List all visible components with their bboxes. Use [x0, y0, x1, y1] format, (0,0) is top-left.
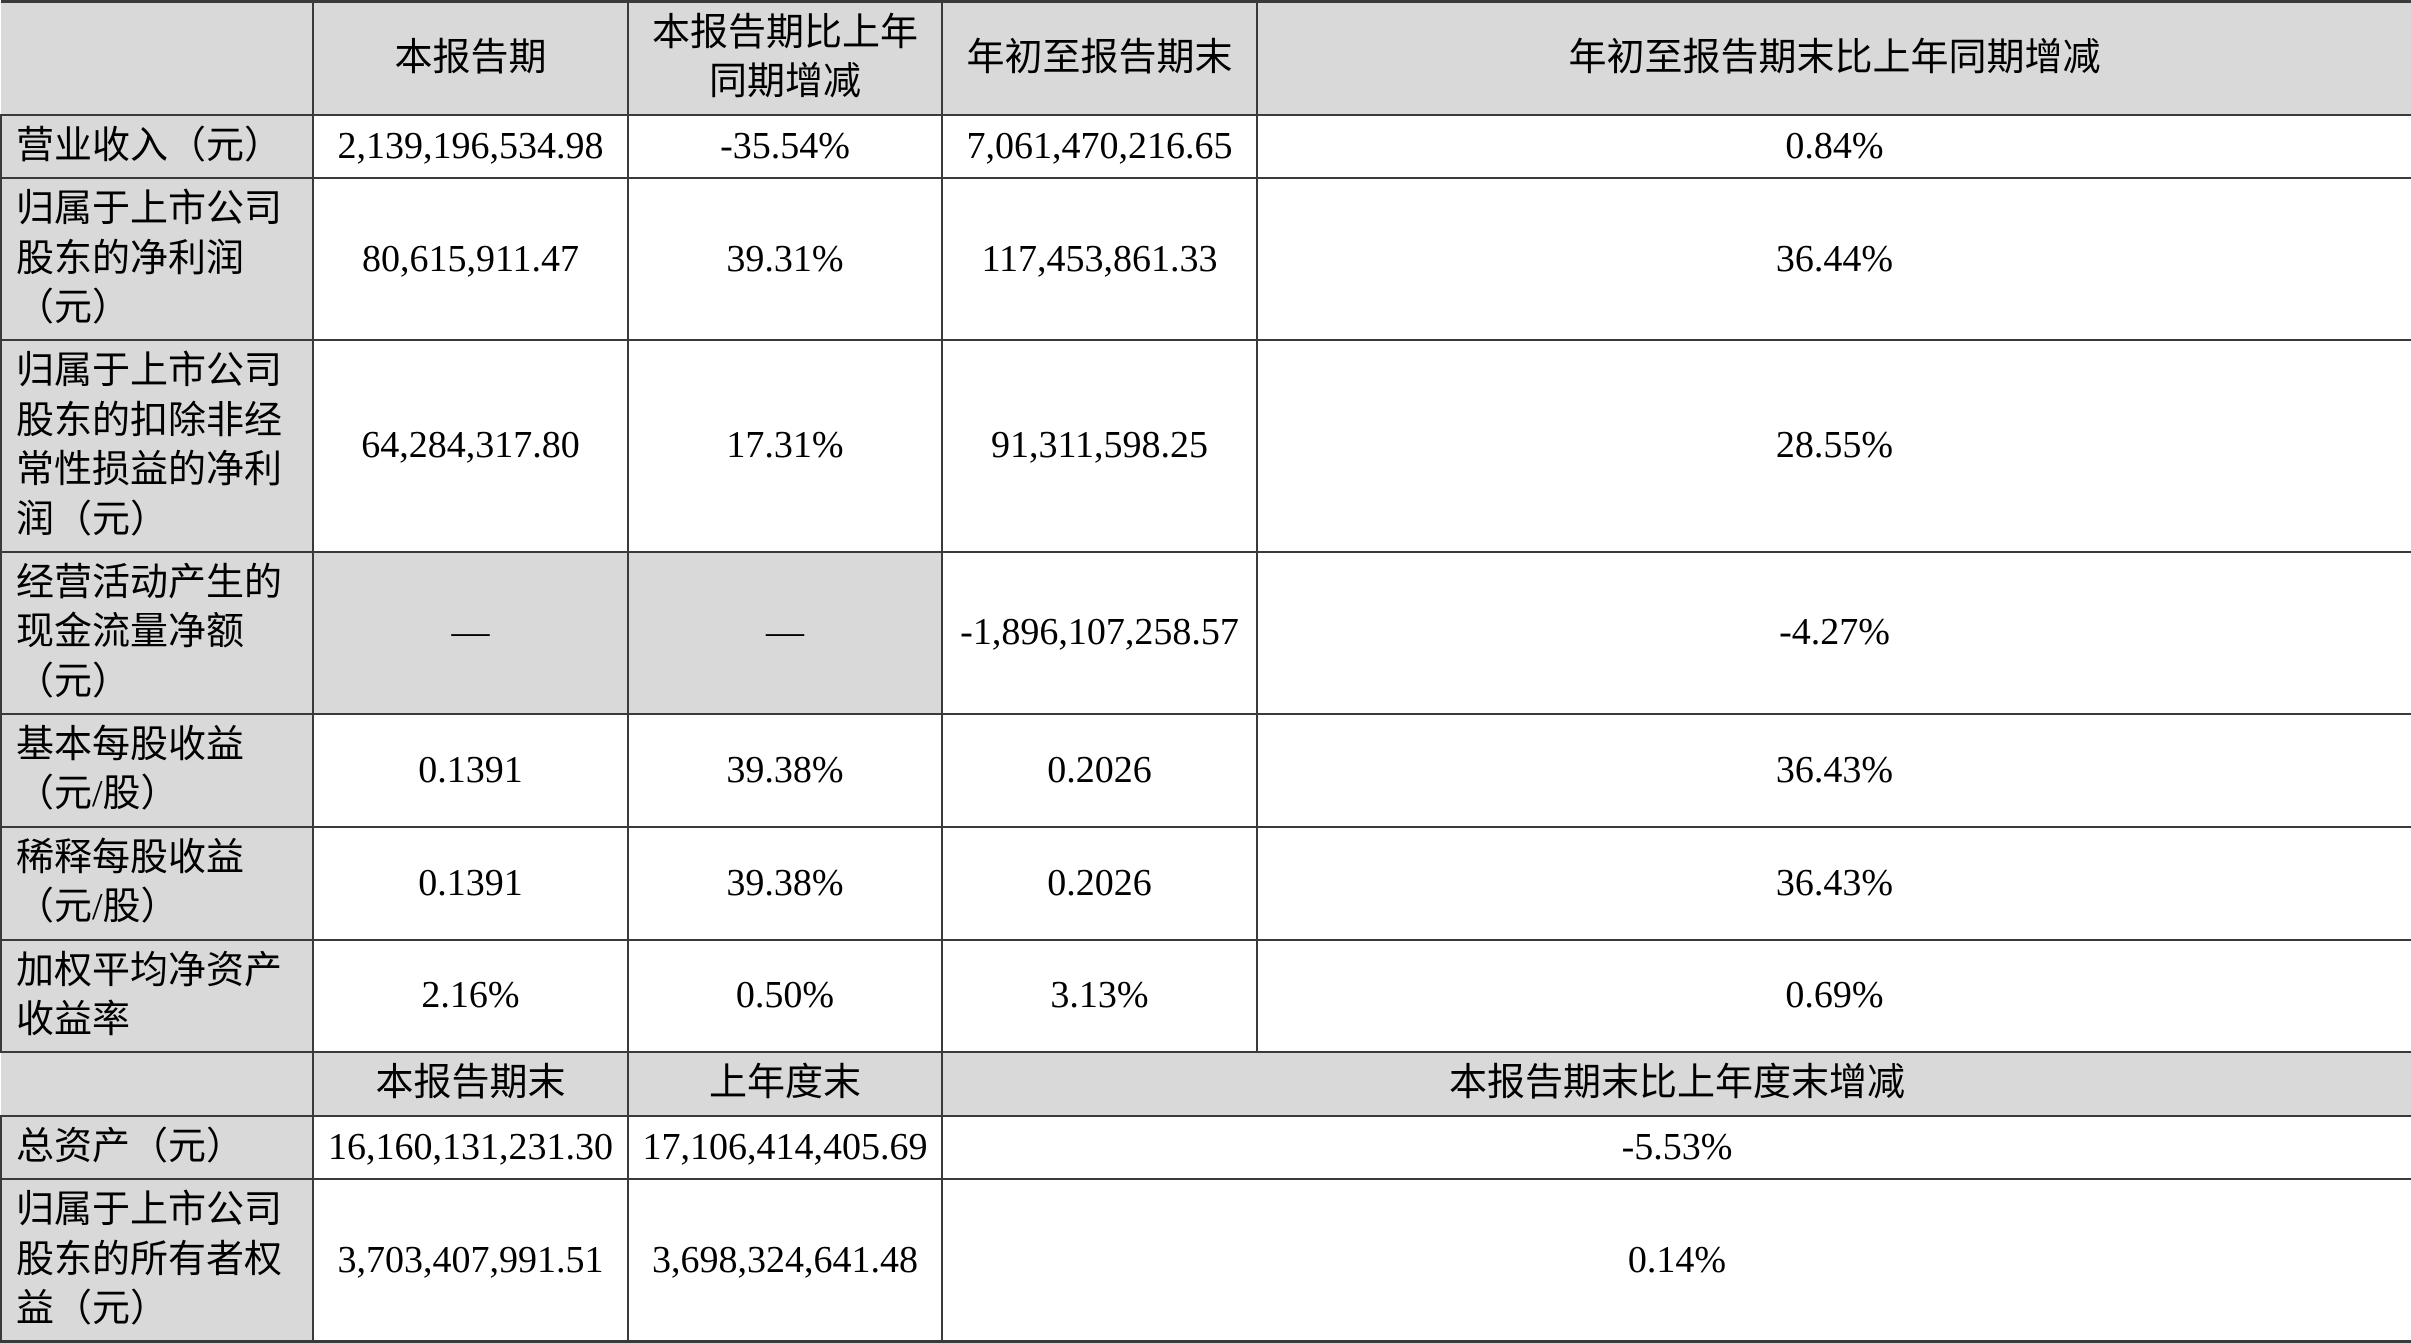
- cell-net-profit-ytd: 117,453,861.33: [941, 177, 1258, 342]
- cell-basic-eps-ytd: 0.2026: [941, 713, 1258, 828]
- cell-diluted-eps-ytd: 0.2026: [941, 825, 1258, 941]
- cell-operating-cash-flow-current-yoy: —: [627, 550, 943, 716]
- header-corner-cell: [1, 0, 314, 116]
- cell-operating-cash-flow-current: —: [312, 550, 629, 716]
- column-header-prior-year-end: 上年度末: [627, 1051, 943, 1117]
- cell-weighted-roe-current: 2.16%: [312, 938, 629, 1054]
- cell-equity-period-end: 3,703,407,991.51: [312, 1178, 629, 1343]
- cell-basic-eps-current: 0.1391: [312, 713, 629, 828]
- cell-weighted-roe-ytd: 3.13%: [941, 938, 1258, 1054]
- cell-net-profit-excl-current-yoy: 17.31%: [627, 339, 943, 553]
- column-header-period-end: 本报告期末: [312, 1051, 629, 1117]
- cell-weighted-roe-ytd-yoy: 0.69%: [1256, 938, 2411, 1054]
- second-header-corner-cell: [1, 1051, 314, 1117]
- cell-net-profit-excl-ytd: 91,311,598.25: [941, 339, 1258, 553]
- column-header-current-period-yoy: 本报告期比上年同期增减: [627, 0, 943, 116]
- cell-basic-eps-ytd-yoy: 36.43%: [1256, 713, 2411, 828]
- cell-operating-cash-flow-ytd: -1,896,107,258.57: [941, 550, 1258, 716]
- table-second-header-row: 本报告期末 上年度末 本报告期末比上年度末增减: [1, 1051, 2411, 1117]
- column-header-current-period: 本报告期: [312, 0, 629, 116]
- cell-diluted-eps-ytd-yoy: 36.43%: [1256, 825, 2411, 941]
- cell-revenue-ytd: 7,061,470,216.65: [941, 113, 1258, 180]
- cell-revenue-current: 2,139,196,534.98: [312, 113, 629, 180]
- table-row: 归属于上市公司股东的净利润（元） 80,615,911.47 39.31% 11…: [0, 177, 2411, 342]
- cell-operating-cash-flow-ytd-yoy: -4.27%: [1256, 550, 2411, 716]
- cell-diluted-eps-current-yoy: 39.38%: [627, 825, 943, 941]
- row-label-total-assets: 总资产（元）: [0, 1114, 314, 1181]
- table-row: 归属于上市公司股东的扣除非经常性损益的净利润（元） 64,284,317.80 …: [0, 339, 2411, 553]
- table-row: 经营活动产生的现金流量净额（元） — — -1,896,107,258.57 -…: [0, 550, 2411, 716]
- cell-net-profit-excl-ytd-yoy: 28.55%: [1256, 339, 2411, 553]
- cell-net-profit-excl-current: 64,284,317.80: [312, 339, 629, 553]
- row-label-weighted-roe: 加权平均净资产收益率: [0, 938, 314, 1054]
- cell-diluted-eps-current: 0.1391: [312, 825, 629, 941]
- table-row: 稀释每股收益（元/股） 0.1391 39.38% 0.2026 36.43%: [0, 825, 2411, 941]
- table-row: 基本每股收益（元/股） 0.1391 39.38% 0.2026 36.43%: [0, 713, 2411, 828]
- cell-equity-prior-year-end: 3,698,324,641.48: [627, 1178, 943, 1343]
- cell-net-profit-current: 80,615,911.47: [312, 177, 629, 342]
- cell-total-assets-period-end: 16,160,131,231.30: [312, 1114, 629, 1181]
- table-row: 营业收入（元） 2,139,196,534.98 -35.54% 7,061,4…: [0, 113, 2411, 180]
- row-label-net-profit-excl-nonrecurring: 归属于上市公司股东的扣除非经常性损益的净利润（元）: [0, 339, 314, 553]
- row-label-operating-cash-flow: 经营活动产生的现金流量净额（元）: [0, 550, 314, 716]
- row-label-diluted-eps: 稀释每股收益（元/股）: [0, 825, 314, 941]
- cell-revenue-current-yoy: -35.54%: [627, 113, 943, 180]
- table-row: 归属于上市公司股东的所有者权益（元） 3,703,407,991.51 3,69…: [0, 1178, 2411, 1343]
- cell-revenue-ytd-yoy: 0.84%: [1256, 113, 2411, 180]
- row-label-basic-eps: 基本每股收益（元/股）: [0, 713, 314, 828]
- cell-basic-eps-current-yoy: 39.38%: [627, 713, 943, 828]
- row-label-equity-attributable: 归属于上市公司股东的所有者权益（元）: [0, 1178, 314, 1343]
- cell-total-assets-change: -5.53%: [941, 1114, 2411, 1181]
- column-header-ytd: 年初至报告期末: [941, 0, 1258, 116]
- table-row: 总资产（元） 16,160,131,231.30 17,106,414,405.…: [0, 1114, 2411, 1181]
- column-header-period-end-change: 本报告期末比上年度末增减: [941, 1051, 2411, 1117]
- cell-equity-change: 0.14%: [941, 1178, 2411, 1343]
- table-header-row: 本报告期 本报告期比上年同期增减 年初至报告期末 年初至报告期末比上年同期增减: [1, 0, 2411, 116]
- cell-net-profit-current-yoy: 39.31%: [627, 177, 943, 342]
- column-header-ytd-yoy: 年初至报告期末比上年同期增减: [1256, 0, 2411, 116]
- row-label-revenue: 营业收入（元）: [0, 113, 314, 180]
- row-label-net-profit: 归属于上市公司股东的净利润（元）: [0, 177, 314, 342]
- cell-net-profit-ytd-yoy: 36.44%: [1256, 177, 2411, 342]
- cell-total-assets-prior-year-end: 17,106,414,405.69: [627, 1114, 943, 1181]
- cell-weighted-roe-current-yoy: 0.50%: [627, 938, 943, 1054]
- table-row: 加权平均净资产收益率 2.16% 0.50% 3.13% 0.69%: [0, 938, 2411, 1054]
